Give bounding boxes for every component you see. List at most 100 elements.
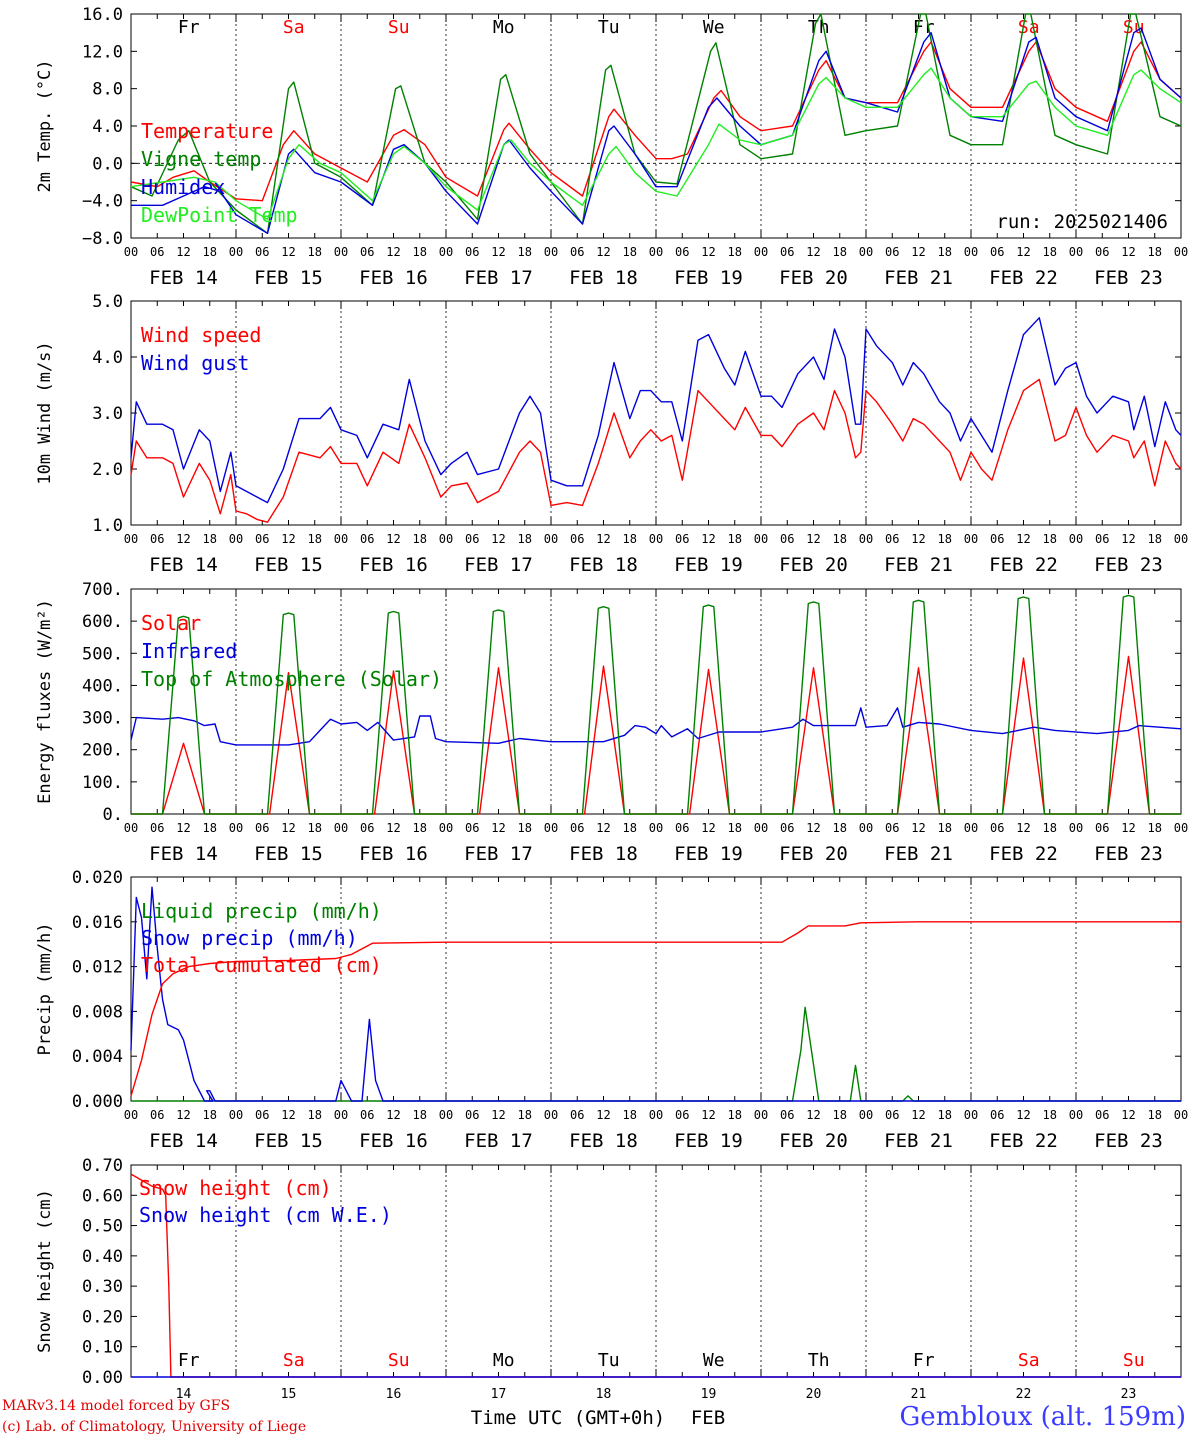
hour-tick-label: 06 <box>675 821 689 835</box>
y-tick-label: 0.016 <box>72 913 123 933</box>
date-label: FEB 21 <box>884 1130 953 1152</box>
date-label: FEB 20 <box>779 843 848 865</box>
date-label: FEB 23 <box>1094 843 1163 865</box>
day-number-label: 19 <box>701 1387 717 1402</box>
series-line <box>130 67 1182 221</box>
hour-tick-label: 18 <box>1043 245 1057 259</box>
hour-tick-label: 12 <box>911 532 925 546</box>
hour-tick-label: 18 <box>728 245 742 259</box>
y-tick-label: 0. <box>103 805 123 825</box>
hour-tick-label: 18 <box>1043 532 1057 546</box>
hour-tick-label: 00 <box>439 532 453 546</box>
hour-tick-label: 06 <box>885 1108 899 1122</box>
legend-entry: Infrared <box>141 639 237 663</box>
hour-tick-label: 18 <box>413 1108 427 1122</box>
credit-lab: (c) Lab. of Climatology, University of L… <box>2 1419 307 1435</box>
date-label: FEB 20 <box>779 554 848 576</box>
hour-tick-label: 12 <box>1016 1108 1030 1122</box>
hour-tick-label: 18 <box>623 245 637 259</box>
hour-tick-label: 00 <box>1069 821 1083 835</box>
hour-tick-label: 18 <box>308 245 322 259</box>
legend-entry: Humidex <box>141 175 225 199</box>
hour-tick-label: 06 <box>150 532 164 546</box>
date-label: FEB 18 <box>569 1130 638 1152</box>
hour-tick-label: 12 <box>596 1108 610 1122</box>
weekday-label: We <box>703 17 725 38</box>
hour-tick-label: 12 <box>386 821 400 835</box>
station-name: Gembloux (alt. 159m) <box>899 1402 1186 1432</box>
y-tick-label: 16.0 <box>82 5 123 25</box>
date-label: FEB 17 <box>464 843 533 865</box>
hour-tick-label: 00 <box>334 821 348 835</box>
date-label: FEB 15 <box>254 554 323 576</box>
date-label: FEB 16 <box>359 1130 428 1152</box>
hour-tick-label: 12 <box>491 1108 505 1122</box>
date-label: FEB 14 <box>149 843 218 865</box>
date-label: FEB 22 <box>989 554 1058 576</box>
y-tick-label: 0.20 <box>82 1307 123 1327</box>
y-tick-label: 5.0 <box>92 292 123 312</box>
y-tick-label: 0.50 <box>82 1217 123 1237</box>
weekday-label: Sa <box>1018 1350 1040 1371</box>
date-label: FEB 23 <box>1094 267 1163 289</box>
y-tick-label: 4.0 <box>92 117 123 137</box>
hour-tick-label: 00 <box>439 245 453 259</box>
hour-tick-label: 00 <box>124 821 138 835</box>
hour-tick-label: 06 <box>780 532 794 546</box>
weekday-label: Su <box>1123 1350 1145 1371</box>
hour-tick-label: 00 <box>754 821 768 835</box>
weekday-label: Su <box>388 17 410 38</box>
weekday-label: We <box>703 1350 725 1371</box>
hour-tick-label: 00 <box>859 1108 873 1122</box>
hour-tick-label: 00 <box>439 821 453 835</box>
hour-tick-label: 00 <box>124 532 138 546</box>
hour-tick-label: 00 <box>964 532 978 546</box>
hour-tick-label: 00 <box>754 245 768 259</box>
date-label: FEB 15 <box>254 1130 323 1152</box>
hour-tick-label: 18 <box>623 1108 637 1122</box>
day-number-label: 15 <box>281 1387 297 1402</box>
hour-tick-label: 18 <box>203 532 217 546</box>
legend-entry: Temperature <box>141 119 273 143</box>
hour-tick-label: 00 <box>754 1108 768 1122</box>
hour-tick-label: 18 <box>938 245 952 259</box>
hour-tick-label: 06 <box>360 1108 374 1122</box>
y-axis-label: Precip (mm/h) <box>35 922 55 1055</box>
x-axis-label: Time UTC (GMT+0h) <box>471 1407 665 1429</box>
hour-tick-label: 12 <box>911 821 925 835</box>
hour-tick-label: 12 <box>596 532 610 546</box>
hour-tick-label: 06 <box>990 821 1004 835</box>
hour-tick-label: 18 <box>308 532 322 546</box>
weekday-label: Sa <box>283 1350 305 1371</box>
hour-tick-label: 18 <box>413 821 427 835</box>
legend-entry: Snow height (cm) <box>139 1176 332 1200</box>
hour-tick-label: 00 <box>964 821 978 835</box>
hour-tick-label: 06 <box>780 1108 794 1122</box>
hour-tick-label: 18 <box>728 532 742 546</box>
hour-tick-label: 12 <box>806 245 820 259</box>
hour-tick-label: 18 <box>203 245 217 259</box>
weekday-label: Tu <box>598 1350 620 1371</box>
y-tick-label: 8.0 <box>92 80 123 100</box>
hour-tick-label: 12 <box>911 1108 925 1122</box>
y-axis-label: 2m Temp. (°C) <box>35 59 55 192</box>
hour-tick-label: 06 <box>465 245 479 259</box>
date-label: FEB 22 <box>989 1130 1058 1152</box>
hour-tick-label: 06 <box>360 821 374 835</box>
hour-tick-label: 18 <box>308 821 322 835</box>
date-label: FEB 19 <box>674 267 743 289</box>
date-label: FEB 14 <box>149 267 218 289</box>
hour-tick-label: 00 <box>649 245 663 259</box>
date-label: FEB 17 <box>464 267 533 289</box>
legend-entry: Total cumulated (cm) <box>141 953 382 977</box>
y-axis-label: Energy fluxes (W/m²) <box>35 599 55 804</box>
hour-tick-label: 06 <box>780 821 794 835</box>
hour-tick-label: 18 <box>413 532 427 546</box>
series-line <box>131 1006 1181 1102</box>
date-label: FEB 23 <box>1094 1130 1163 1152</box>
hour-tick-label: 06 <box>255 1108 269 1122</box>
credit-model: MARv3.14 model forced by GFS <box>2 1398 231 1414</box>
date-label: FEB 16 <box>359 843 428 865</box>
hour-tick-label: 00 <box>544 821 558 835</box>
